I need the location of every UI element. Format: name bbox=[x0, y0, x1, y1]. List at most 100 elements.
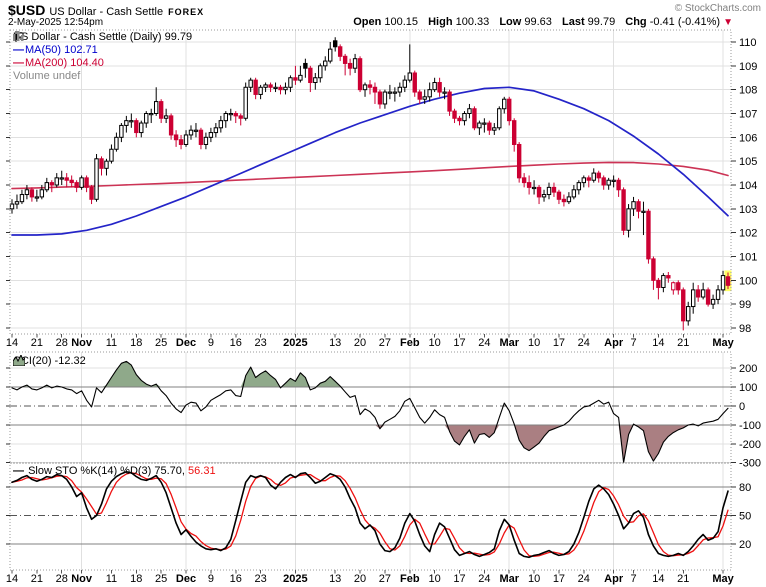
open-label: Open bbox=[353, 16, 382, 28]
svg-text:Apr: Apr bbox=[604, 573, 624, 585]
svg-text:20: 20 bbox=[354, 573, 366, 585]
svg-text:107: 107 bbox=[739, 108, 757, 120]
low-value: 99.63 bbox=[524, 16, 552, 28]
change-down-icon: ▼ bbox=[723, 17, 733, 28]
chart-header: $USD US Dollar - Cash Settle FOREX bbox=[8, 2, 204, 18]
sto-line-swatch: — bbox=[13, 465, 24, 477]
svg-text:100: 100 bbox=[739, 382, 757, 394]
svg-text:Mar: Mar bbox=[499, 337, 519, 349]
svg-text:17: 17 bbox=[553, 573, 565, 585]
ohlc-quote-bar: Open 100.15 High 100.33 Low 99.63 Last 9… bbox=[346, 16, 733, 28]
symbol-title: US Dollar - Cash Settle bbox=[49, 6, 164, 18]
ma200-legend-label: MA(200) 104.40 bbox=[25, 57, 104, 69]
svg-text:10: 10 bbox=[528, 337, 540, 349]
svg-text:7: 7 bbox=[630, 337, 636, 349]
svg-text:Nov: Nov bbox=[71, 573, 93, 585]
svg-text:24: 24 bbox=[578, 337, 590, 349]
svg-text:109: 109 bbox=[739, 61, 757, 73]
svg-text:17: 17 bbox=[453, 337, 465, 349]
svg-text:Mar: Mar bbox=[499, 573, 519, 585]
svg-text:21: 21 bbox=[677, 573, 689, 585]
svg-text:21: 21 bbox=[677, 337, 689, 349]
svg-text:2025: 2025 bbox=[283, 573, 307, 585]
svg-text:9: 9 bbox=[208, 337, 214, 349]
low-label: Low bbox=[499, 16, 522, 28]
svg-text:24: 24 bbox=[478, 337, 490, 349]
last-label: Last bbox=[561, 16, 585, 28]
volume-bars-icon bbox=[13, 31, 24, 41]
series-legend-row: US Dollar - Cash Settle (Daily) 99.79 bbox=[13, 31, 192, 44]
svg-text:24: 24 bbox=[578, 573, 590, 585]
svg-text:110: 110 bbox=[739, 37, 757, 49]
svg-text:28: 28 bbox=[56, 337, 68, 349]
svg-text:20: 20 bbox=[354, 337, 366, 349]
svg-text:-100: -100 bbox=[739, 420, 761, 432]
svg-text:50: 50 bbox=[739, 511, 751, 523]
high-value: 100.33 bbox=[455, 16, 490, 28]
svg-text:102: 102 bbox=[739, 228, 757, 240]
svg-text:13: 13 bbox=[329, 573, 341, 585]
svg-text:16: 16 bbox=[230, 573, 242, 585]
high-label: High bbox=[428, 16, 453, 28]
timestamp-label: 2-May-2025 12:54pm bbox=[8, 17, 104, 28]
svg-text:23: 23 bbox=[254, 337, 266, 349]
ma50-line-swatch: — bbox=[13, 44, 24, 56]
ma200-line-swatch: — bbox=[13, 57, 24, 69]
svg-text:98: 98 bbox=[739, 323, 751, 335]
chg-label: Chg bbox=[625, 16, 647, 28]
svg-text:108: 108 bbox=[739, 85, 757, 97]
svg-text:28: 28 bbox=[56, 573, 68, 585]
svg-text:Dec: Dec bbox=[176, 573, 196, 585]
svg-text:16: 16 bbox=[230, 337, 242, 349]
svg-text:18: 18 bbox=[130, 573, 142, 585]
svg-text:May: May bbox=[712, 573, 734, 585]
sto-legend-label: Slow STO %K(14) %D(3) 75.70, bbox=[28, 465, 185, 477]
svg-text:104: 104 bbox=[739, 180, 757, 192]
cci-panel-legend: CCI(20) -12.32 bbox=[13, 355, 86, 368]
svg-text:100: 100 bbox=[739, 275, 757, 287]
svg-text:7: 7 bbox=[630, 573, 636, 585]
svg-text:27: 27 bbox=[379, 573, 391, 585]
sto-panel: 80 50 20 14 21 28 Nov 11 18 25 Dec 9 16 23 2025 13 20 27 F… bbox=[6, 462, 751, 585]
cci-legend-label: CCI(20) -12.32 bbox=[13, 355, 86, 367]
svg-text:25: 25 bbox=[155, 573, 167, 585]
symbol-label: $USD bbox=[8, 2, 46, 18]
svg-text:103: 103 bbox=[739, 204, 757, 216]
svg-text:14: 14 bbox=[6, 337, 18, 349]
svg-text:-200: -200 bbox=[739, 439, 761, 451]
volume-legend-row: Volume undef bbox=[13, 31, 192, 83]
open-value: 100.15 bbox=[384, 16, 419, 28]
svg-text:Feb: Feb bbox=[400, 573, 420, 585]
svg-text:106: 106 bbox=[739, 132, 757, 144]
cci-area-icon bbox=[13, 355, 25, 366]
svg-text:200: 200 bbox=[739, 363, 757, 375]
svg-text:2025: 2025 bbox=[283, 337, 307, 349]
svg-text:11: 11 bbox=[106, 573, 117, 585]
volume-legend-label: Volume undef bbox=[13, 70, 81, 82]
svg-text:Feb: Feb bbox=[400, 337, 420, 349]
price-panel-legend: US Dollar - Cash Settle (Daily) 99.79 — … bbox=[13, 31, 192, 83]
svg-text:10: 10 bbox=[429, 573, 441, 585]
svg-text:24: 24 bbox=[478, 573, 490, 585]
svg-text:99: 99 bbox=[739, 299, 751, 311]
exchange-label: FOREX bbox=[168, 7, 205, 17]
svg-text:May: May bbox=[712, 337, 734, 349]
svg-text:14: 14 bbox=[652, 573, 664, 585]
svg-text:14: 14 bbox=[652, 337, 664, 349]
series-legend-label: US Dollar - Cash Settle (Daily) 99.79 bbox=[13, 31, 193, 43]
svg-text:11: 11 bbox=[106, 337, 117, 349]
copyright-label: © StockCharts.com bbox=[674, 3, 761, 14]
svg-text:25: 25 bbox=[155, 337, 167, 349]
svg-text:Dec: Dec bbox=[176, 337, 196, 349]
ma50-legend-row: — MA(50) 102.71 bbox=[13, 44, 192, 57]
svg-text:10: 10 bbox=[528, 573, 540, 585]
chg-value: -0.41 (-0.41%) bbox=[649, 16, 721, 28]
cci-panel: 200 100 0 -100 -200 -300 bbox=[6, 351, 761, 470]
sto-d-value-label: 56.31 bbox=[188, 465, 216, 477]
svg-text:Nov: Nov bbox=[71, 337, 93, 349]
svg-text:17: 17 bbox=[453, 573, 465, 585]
svg-text:18: 18 bbox=[130, 337, 142, 349]
svg-text:101: 101 bbox=[739, 251, 757, 263]
